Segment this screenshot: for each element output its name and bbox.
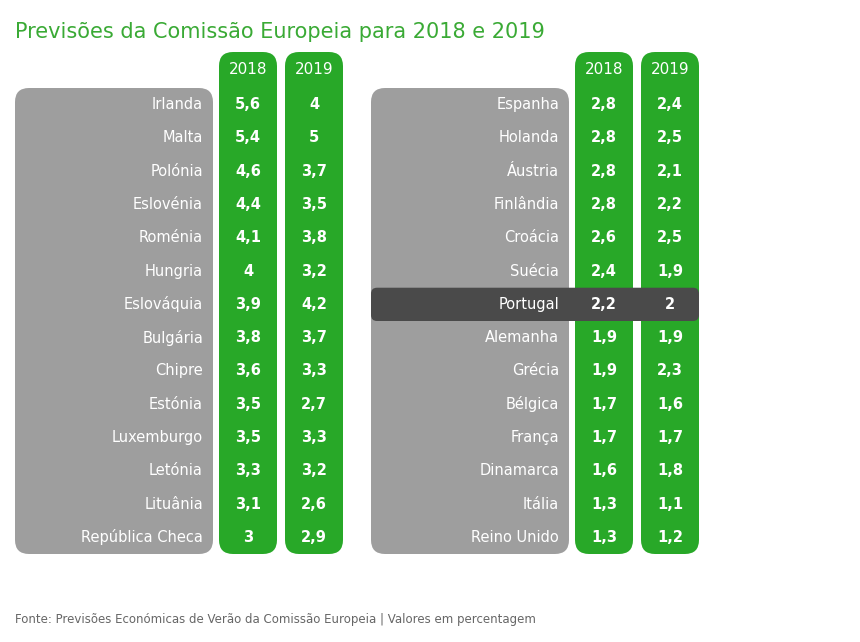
Text: 2,2: 2,2 — [591, 297, 617, 312]
Text: 2,5: 2,5 — [657, 130, 683, 146]
FancyBboxPatch shape — [219, 52, 277, 554]
Text: 1,9: 1,9 — [657, 264, 683, 279]
FancyBboxPatch shape — [575, 52, 633, 554]
Text: Luxemburgo: Luxemburgo — [112, 430, 203, 445]
Text: 3,1: 3,1 — [235, 496, 261, 512]
Text: 3,6: 3,6 — [235, 363, 261, 378]
Text: 4,1: 4,1 — [235, 230, 261, 245]
Text: 1,7: 1,7 — [591, 397, 617, 412]
Text: 3,9: 3,9 — [235, 297, 261, 312]
Text: Alemanha: Alemanha — [485, 330, 559, 345]
Text: Suécia: Suécia — [510, 264, 559, 279]
Text: 4,6: 4,6 — [235, 164, 261, 178]
Text: Hungria: Hungria — [144, 264, 203, 279]
Text: 2,6: 2,6 — [591, 230, 617, 245]
FancyBboxPatch shape — [371, 288, 699, 321]
Text: 2,8: 2,8 — [591, 164, 617, 178]
Text: Bulgária: Bulgária — [142, 329, 203, 345]
Text: Itália: Itália — [523, 496, 559, 512]
FancyBboxPatch shape — [285, 52, 343, 554]
Text: 4,2: 4,2 — [301, 297, 327, 312]
Text: 3,5: 3,5 — [235, 397, 261, 412]
Text: 3,5: 3,5 — [301, 197, 327, 212]
Text: Finlândia: Finlândia — [494, 197, 559, 212]
Text: 3: 3 — [243, 530, 253, 545]
Text: 2,5: 2,5 — [657, 230, 683, 245]
Text: 4: 4 — [243, 264, 253, 279]
Text: 2,8: 2,8 — [591, 97, 617, 112]
Text: 2,2: 2,2 — [657, 197, 683, 212]
Text: Roménia: Roménia — [138, 230, 203, 245]
Text: Dinamarca: Dinamarca — [479, 464, 559, 478]
Text: 2018: 2018 — [229, 62, 267, 78]
Text: Lituânia: Lituânia — [144, 496, 203, 512]
Text: 2,3: 2,3 — [657, 363, 683, 378]
Text: 3,7: 3,7 — [301, 330, 327, 345]
Text: Letónia: Letónia — [149, 464, 203, 478]
Text: 2018: 2018 — [585, 62, 624, 78]
Text: 1,6: 1,6 — [591, 464, 617, 478]
Text: Irlanda: Irlanda — [152, 97, 203, 112]
Text: Portugal: Portugal — [498, 297, 559, 312]
Text: Áustria: Áustria — [507, 164, 559, 178]
Text: República Checa: República Checa — [81, 530, 203, 545]
Text: 2019: 2019 — [295, 62, 334, 78]
Text: 3,3: 3,3 — [301, 363, 327, 378]
Text: Previsões da Comissão Europeia para 2018 e 2019: Previsões da Comissão Europeia para 2018… — [15, 22, 545, 42]
Text: 2,1: 2,1 — [657, 164, 683, 178]
Text: 3,3: 3,3 — [301, 430, 327, 445]
Text: 2,9: 2,9 — [301, 530, 327, 545]
Text: 3,2: 3,2 — [301, 464, 327, 478]
Text: Croácia: Croácia — [504, 230, 559, 245]
Text: Grécia: Grécia — [512, 363, 559, 378]
Text: 1,2: 1,2 — [657, 530, 683, 545]
FancyBboxPatch shape — [15, 88, 213, 554]
Text: 5,4: 5,4 — [235, 130, 261, 146]
Text: Polónia: Polónia — [150, 164, 203, 178]
Text: Malta: Malta — [163, 130, 203, 146]
Text: Eslováquia: Eslováquia — [124, 297, 203, 313]
Text: Bélgica: Bélgica — [506, 396, 559, 412]
Text: 2,4: 2,4 — [657, 97, 683, 112]
Text: 2,8: 2,8 — [591, 130, 617, 146]
Text: 1,9: 1,9 — [591, 363, 617, 378]
Text: 3,5: 3,5 — [235, 430, 261, 445]
Text: 1,9: 1,9 — [657, 330, 683, 345]
Text: 2,7: 2,7 — [301, 397, 327, 412]
Text: 1,3: 1,3 — [591, 530, 617, 545]
Text: 2019: 2019 — [651, 62, 690, 78]
Text: Holanda: Holanda — [499, 130, 559, 146]
FancyBboxPatch shape — [641, 52, 699, 554]
Text: 2,8: 2,8 — [591, 197, 617, 212]
Text: Espanha: Espanha — [496, 97, 559, 112]
Text: 1,3: 1,3 — [591, 496, 617, 512]
Text: 1,6: 1,6 — [657, 397, 683, 412]
Text: 1,1: 1,1 — [657, 496, 683, 512]
Text: 1,7: 1,7 — [591, 430, 617, 445]
Text: 1,9: 1,9 — [591, 330, 617, 345]
Text: 2,4: 2,4 — [591, 264, 617, 279]
Text: 3,3: 3,3 — [235, 464, 261, 478]
Text: 3,8: 3,8 — [235, 330, 261, 345]
Text: Chipre: Chipre — [156, 363, 203, 378]
Text: Fonte: Previsões Económicas de Verão da Comissão Europeia | Valores em percentag: Fonte: Previsões Económicas de Verão da … — [15, 613, 536, 626]
FancyBboxPatch shape — [371, 88, 569, 554]
Text: Eslovénia: Eslovénia — [133, 197, 203, 212]
Text: 4,4: 4,4 — [235, 197, 261, 212]
Text: 2: 2 — [665, 297, 675, 312]
Text: 1,8: 1,8 — [657, 464, 683, 478]
Text: Estónia: Estónia — [149, 397, 203, 412]
Text: França: França — [510, 430, 559, 445]
Text: 3,8: 3,8 — [301, 230, 327, 245]
Text: 5: 5 — [309, 130, 319, 146]
Text: Reino Unido: Reino Unido — [471, 530, 559, 545]
Text: 1,7: 1,7 — [657, 430, 683, 445]
Text: 3,7: 3,7 — [301, 164, 327, 178]
Text: 4: 4 — [309, 97, 319, 112]
Text: 3,2: 3,2 — [301, 264, 327, 279]
Text: 5,6: 5,6 — [235, 97, 261, 112]
Text: 2,6: 2,6 — [301, 496, 327, 512]
